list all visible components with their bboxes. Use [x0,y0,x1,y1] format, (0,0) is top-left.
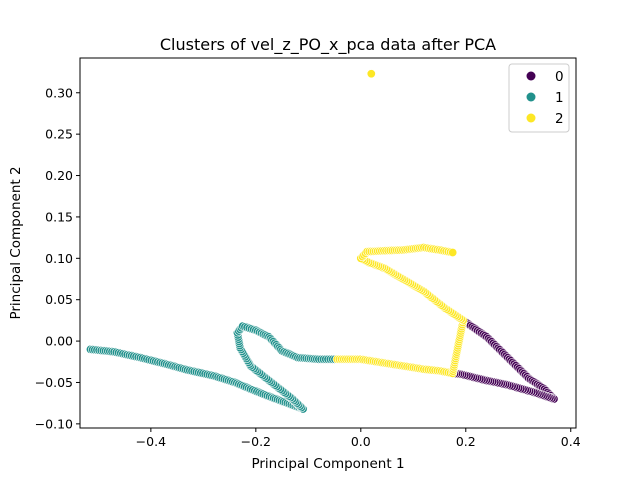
y-tick-label: 0.30 [45,85,73,100]
y-tick-label: −0.05 [35,375,73,390]
y-tick-label: 0.25 [45,127,73,142]
y-tick-label: −0.10 [35,416,73,431]
x-axis-ticks: −0.4 −0.2 0.0 0.2 0.4 [136,428,581,449]
legend-marker-2 [526,113,536,123]
y-axis-label: Principal Component 2 [8,166,24,319]
x-axis-label: Principal Component 1 [251,456,404,472]
y-axis-ticks: −0.10 −0.05 0.00 0.05 0.10 0.15 0.20 0.25 0.30 [35,85,80,431]
legend-marker-1 [526,92,536,102]
legend: 0 1 2 [508,63,570,133]
x-tick-label: 0.2 [456,434,476,449]
y-tick-label: 0.05 [45,292,73,307]
legend-box [508,63,570,133]
x-tick-label: −0.4 [136,434,166,449]
plot-frame [79,57,577,429]
y-tick-label: 0.20 [45,168,73,183]
legend-label-2: 2 [555,111,564,127]
y-tick-label: 0.10 [45,251,73,266]
chart-title: Clusters of vel_z_PO_x_pca data after PC… [160,35,496,55]
data-point-series-2 [448,248,458,258]
legend-label-1: 1 [555,90,564,106]
y-tick-label: 0.00 [45,334,73,349]
data-point-series-2 [366,69,376,79]
x-tick-label: −0.2 [241,434,271,449]
data-points-layer [86,69,559,414]
x-tick-label: 0.4 [561,434,581,449]
legend-marker-0 [526,71,536,81]
x-tick-label: 0.0 [351,434,371,449]
y-tick-label: 0.15 [45,209,73,224]
legend-label-0: 0 [555,69,564,85]
